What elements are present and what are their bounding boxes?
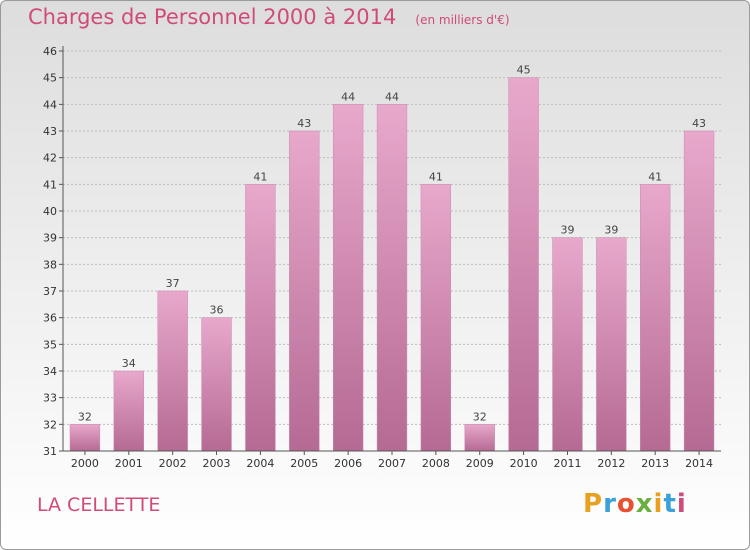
data-label-2007: 44 (385, 90, 399, 103)
bar-2014[interactable] (683, 130, 715, 452)
bar-2002[interactable] (157, 290, 188, 452)
x-tick-label-2002: 2002 (159, 457, 187, 470)
x-tick-label-2000: 2000 (71, 457, 99, 470)
data-label-2000: 32 (78, 410, 92, 423)
y-tick-label: 45 (43, 72, 57, 85)
y-tick-label: 35 (43, 338, 57, 351)
y-tick-label: 41 (43, 178, 57, 191)
data-label-2002: 37 (166, 277, 180, 290)
x-tick-label-2014: 2014 (685, 457, 713, 470)
commune-name: LA CELLETTE (37, 494, 161, 516)
logo-letter: x (635, 489, 654, 519)
bar-2010[interactable] (508, 77, 539, 452)
y-tick-label: 40 (43, 205, 57, 218)
data-label-2006: 44 (341, 90, 355, 103)
bars: 32 34 37 36 41 43 44 44 41 32 45 39 39 41 43 (69, 64, 715, 452)
logo-letter: r (603, 489, 617, 519)
bar-2000[interactable] (69, 424, 101, 452)
proxiti-logo[interactable]: Proxiti (583, 489, 687, 519)
data-label-2003: 36 (210, 304, 224, 317)
x-tick-label-2003: 2003 (203, 457, 231, 470)
bar-2004[interactable] (245, 184, 276, 452)
y-tick-label: 46 (43, 45, 57, 58)
bar-2006[interactable] (332, 104, 364, 452)
x-tick-label-2012: 2012 (597, 457, 625, 470)
x-tick-label-2007: 2007 (378, 457, 406, 470)
bar-2012[interactable] (596, 237, 627, 452)
y-tick-label: 42 (43, 152, 57, 165)
logo-letter: t (663, 489, 677, 519)
data-label-2012: 39 (604, 224, 618, 237)
y-tick-label: 37 (43, 285, 57, 298)
y-tick-label: 39 (43, 232, 57, 245)
x-tick-label-2010: 2010 (510, 457, 538, 470)
y-tick-label: 36 (43, 312, 57, 325)
y-tick-label: 38 (43, 258, 57, 271)
x-tick-label-2006: 2006 (334, 457, 362, 470)
bar-2008[interactable] (420, 184, 452, 452)
y-tick-label: 44 (43, 98, 57, 111)
x-tick-label-2009: 2009 (466, 457, 494, 470)
x-tick-label-2013: 2013 (641, 457, 669, 470)
data-label-2001: 34 (122, 357, 136, 370)
y-tick-label: 33 (43, 392, 57, 405)
bar-2009[interactable] (464, 424, 495, 452)
data-label-2011: 39 (560, 224, 574, 237)
x-tick-label-2008: 2008 (422, 457, 450, 470)
title-row: Charges de Personnel 2000 à 2014 (en mil… (28, 5, 510, 29)
bar-2011[interactable] (552, 237, 583, 452)
data-label-2014: 43 (692, 117, 706, 130)
data-label-2009: 32 (473, 410, 487, 423)
logo-letter: i (653, 489, 664, 519)
data-label-2010: 45 (517, 64, 531, 77)
x-tick-label-2004: 2004 (246, 457, 274, 470)
axes: 31 32 33 34 35 36 37 38 39 40 41 42 43 44 45 46 2000 2001… (43, 45, 721, 470)
data-label-2005: 43 (297, 117, 311, 130)
chart-subtitle: (en milliers d'€) (415, 13, 510, 27)
y-tick-label: 31 (43, 445, 57, 458)
data-label-2008: 41 (429, 170, 443, 183)
x-tick-label-2011: 2011 (553, 457, 581, 470)
x-tick-label-2001: 2001 (115, 457, 143, 470)
logo-letter: P (583, 489, 604, 519)
logo-letter: i (676, 489, 687, 519)
data-label-2004: 41 (253, 170, 267, 183)
y-tick-label: 43 (43, 125, 57, 138)
bar-2001[interactable] (113, 370, 144, 452)
bar-2003[interactable] (201, 317, 232, 452)
y-tick-label: 34 (43, 365, 57, 378)
bar-2013[interactable] (640, 184, 671, 452)
data-label-2013: 41 (648, 170, 662, 183)
x-tick-label-2005: 2005 (290, 457, 318, 470)
bar-2005[interactable] (289, 130, 320, 452)
bar-2007[interactable] (376, 104, 408, 452)
y-tick-label: 32 (43, 418, 57, 431)
logo-letter: o (616, 489, 636, 519)
chart-title: Charges de Personnel 2000 à 2014 (28, 5, 397, 29)
